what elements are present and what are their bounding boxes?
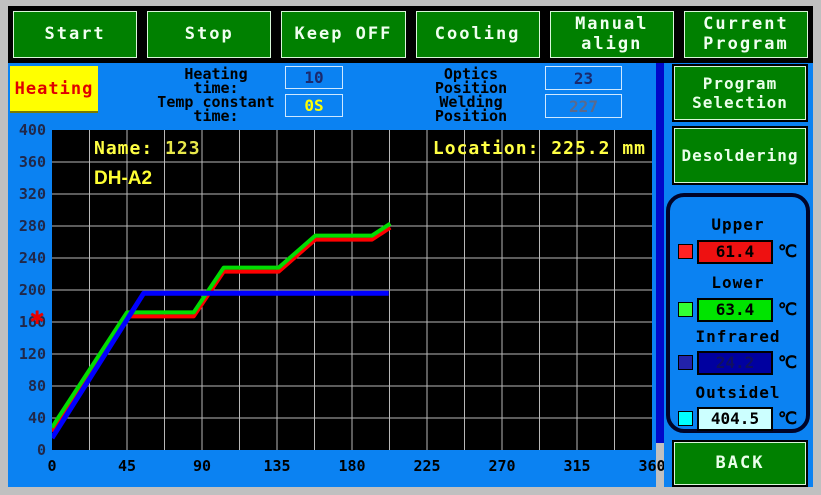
x-tick-label: 225 <box>413 457 441 475</box>
infrared-series-swatch <box>678 355 693 370</box>
current-program-button[interactable]: Current Program <box>681 9 811 60</box>
y-tick-label: 40 <box>27 409 46 427</box>
upper-series-swatch <box>678 244 693 259</box>
manual-align-button[interactable]: Manual align <box>547 9 676 60</box>
lower-temp-unit: ℃ <box>778 299 798 320</box>
series-line-lower-green <box>52 221 392 429</box>
back-button[interactable]: BACK <box>672 440 808 487</box>
x-tick-label: 360 <box>638 457 666 475</box>
x-tick-label: 45 <box>117 457 137 475</box>
y-tick-label: 240 <box>18 249 46 267</box>
location-readout: Location: 225.2 mm <box>433 138 646 159</box>
infrared-temp-unit: ℃ <box>778 352 798 373</box>
panel-divider <box>656 63 664 443</box>
top-toolbar: Start Stop Keep OFF Cooling Manual align… <box>8 6 813 63</box>
upper-temp-row: 61.4 ℃ <box>678 239 806 264</box>
right-panel: Program Selection Desoldering Upper 61.4… <box>664 63 813 487</box>
x-tick-label: 270 <box>488 457 516 475</box>
lower-temp-value: 63.4 <box>697 297 773 322</box>
y-tick-label: 320 <box>18 185 46 203</box>
location-value: 225.2 mm <box>551 138 646 159</box>
y-tick-label: 200 <box>18 281 46 299</box>
chart-y-axis: 0 40 80 120 160 200 240 280 320 360 400 <box>8 121 47 459</box>
profile-id: DH-A2 <box>94 168 153 189</box>
program-selection-button[interactable]: Program Selection <box>672 64 808 122</box>
main-area: Heating Heating time: 10 Temp constant t… <box>8 63 666 487</box>
y-tick-label: 160 <box>18 313 46 331</box>
x-tick-label: 90 <box>192 457 212 475</box>
outside-temp-unit: ℃ <box>778 408 798 429</box>
cooling-button[interactable]: Cooling <box>413 9 542 60</box>
upper-temp-label: Upper <box>711 215 765 234</box>
temp-constant-time-field[interactable]: 0S <box>285 94 343 117</box>
mode-indicator: Heating <box>10 66 98 113</box>
temperature-chart: Name: 123 DH-A2 Location: 225.2 mm <box>52 130 652 450</box>
welding-position-label: Welding Position <box>434 93 508 125</box>
program-name-readout: Name: 123 <box>94 138 201 159</box>
welding-position-field[interactable]: 227 <box>545 94 622 118</box>
x-tick-label: 180 <box>338 457 366 475</box>
start-button[interactable]: Start <box>11 9 140 60</box>
outside-temp-label: Outsidel <box>695 383 781 402</box>
heating-time-label: Heating time: <box>184 65 248 97</box>
upper-temp-unit: ℃ <box>778 241 798 262</box>
outside-series-swatch <box>678 411 693 426</box>
optics-position-field[interactable]: 23 <box>545 66 622 90</box>
upper-temp-value: 61.4 <box>697 239 773 264</box>
name-value: 123 <box>165 138 201 159</box>
lower-temp-row: 63.4 ℃ <box>678 297 806 322</box>
lower-series-swatch <box>678 302 693 317</box>
y-tick-label: 360 <box>18 153 46 171</box>
location-label: Location: <box>432 138 540 159</box>
y-tick-label: 0 <box>36 441 46 459</box>
optics-position-label: Optics Position <box>434 65 508 97</box>
keep-off-button[interactable]: Keep OFF <box>279 9 408 60</box>
y-tick-label: 120 <box>18 345 46 363</box>
infrared-temp-label: Infrared <box>695 327 781 346</box>
chart-canvas <box>52 130 652 450</box>
outside-temp-row: 404.5 ℃ <box>678 406 806 431</box>
temperature-readout-panel: Upper 61.4 ℃ Lower 63.4 ℃ Infrared 24.2 … <box>666 193 810 433</box>
heating-time-field[interactable]: 10 <box>285 66 343 89</box>
lower-temp-label: Lower <box>711 273 765 292</box>
stop-button[interactable]: Stop <box>145 9 274 60</box>
temp-constant-time-label: Temp constant time: <box>157 93 275 125</box>
setpoint-asterisk-marker: ✱ <box>30 301 45 330</box>
name-label: Name: <box>94 138 154 159</box>
y-tick-label: 400 <box>18 121 46 139</box>
y-tick-label: 280 <box>18 217 46 235</box>
x-tick-label: 0 <box>47 457 57 475</box>
y-tick-label: 80 <box>27 377 46 395</box>
infrared-temp-row: 24.2 ℃ <box>678 350 806 375</box>
x-tick-label: 315 <box>563 457 591 475</box>
outside-temp-value: 404.5 <box>697 406 773 431</box>
infrared-temp-value: 24.2 <box>697 350 773 375</box>
desoldering-button[interactable]: Desoldering <box>672 126 808 185</box>
series-line-infrared-blue <box>52 290 389 440</box>
x-tick-label: 135 <box>263 457 291 475</box>
series-line-upper-red <box>52 225 392 433</box>
chart-x-axis: 0 45 90 135 180 225 270 315 360 <box>47 457 665 477</box>
